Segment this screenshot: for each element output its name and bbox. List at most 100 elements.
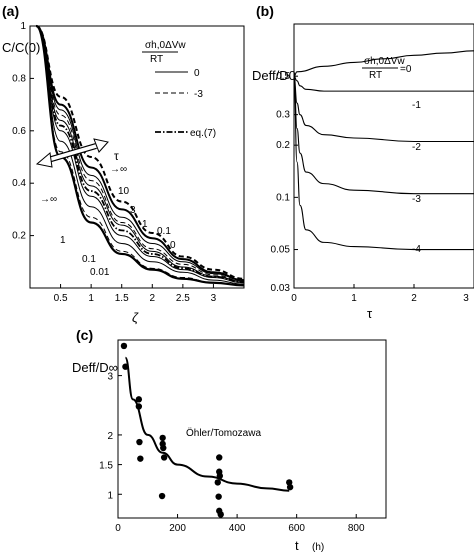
panel-c-x-ticks: 0 200 400 600 800 bbox=[115, 514, 365, 534]
panel-c-xtick-label: 0 bbox=[115, 523, 121, 534]
panel-a-tau-label: τ bbox=[114, 149, 119, 163]
panel-a-xlabel: ζ bbox=[132, 310, 139, 325]
panel-b-label: (b) bbox=[256, 3, 274, 19]
panel-c-fit bbox=[124, 356, 290, 492]
panel-c-data-point bbox=[158, 492, 166, 500]
panel-c-xtick-label: 600 bbox=[288, 523, 305, 534]
panel-c-ytick-label: 1.5 bbox=[99, 461, 113, 472]
panel-a-xtick-label: 1 bbox=[88, 293, 94, 304]
panel-a-legend-label-dashed: -3 bbox=[194, 89, 203, 100]
panel-c-label: (c) bbox=[76, 327, 93, 343]
panel-b-frame bbox=[293, 23, 474, 289]
panel-a-legend-title-num: σh,0ΔVw bbox=[145, 40, 186, 51]
panel-a-legend-label-dashdot: eq.(7) bbox=[190, 128, 216, 139]
panel-c-ylabel: Deff/D∞ bbox=[72, 360, 118, 375]
panel-c-data-point bbox=[217, 511, 224, 518]
panel-c-xtick-label: 800 bbox=[348, 523, 365, 534]
panel-a-xtick-label: 2.5 bbox=[176, 293, 190, 304]
panel-b-chart: Deff/D0 τ 0 1 2 3 0.03 0.05 0.1 0.2 0.3 0.5 σh,0… bbox=[252, 23, 474, 321]
panel-a-label: (a) bbox=[2, 3, 19, 19]
panel-c-data-point bbox=[159, 434, 166, 442]
panel-c-fit-curve bbox=[124, 356, 290, 492]
panel-c-data-point bbox=[214, 479, 221, 486]
panel-b-y-ticks: 0.03 0.05 0.1 0.2 0.3 0.5 bbox=[271, 71, 298, 294]
panel-b-curve bbox=[293, 75, 474, 143]
panel-c-data-point bbox=[136, 438, 143, 446]
panel-a-curve-solid bbox=[35, 25, 245, 285]
panel-c-data-point bbox=[160, 454, 168, 461]
panel-b-legend-title-num: σh,0ΔVw bbox=[364, 56, 405, 67]
panel-a-tau-inf-lower: →∞ bbox=[40, 194, 57, 205]
panel-c-xtick-label: 400 bbox=[229, 523, 246, 534]
panel-a-label-dashed-0.01: 0.01 bbox=[90, 267, 110, 278]
panel-a-curves bbox=[35, 24, 245, 287]
panel-a-ytick-label: 0.2 bbox=[12, 231, 26, 242]
panel-a-label-tau-0.1: 0.1 bbox=[157, 226, 171, 237]
panel-a-curve-solid bbox=[35, 25, 245, 284]
panel-b-curve bbox=[293, 75, 474, 92]
panel-c-data-point bbox=[122, 363, 129, 370]
panel-b-xtick-label: 0 bbox=[291, 293, 297, 304]
panel-b-ytick-label: 0.2 bbox=[276, 140, 290, 151]
panel-c-data-point bbox=[286, 479, 293, 486]
panel-c-frame bbox=[117, 339, 387, 519]
panel-b-ytick-label: 0.1 bbox=[276, 192, 290, 203]
panel-c-data-point bbox=[215, 493, 222, 500]
panel-b-legend: σh,0ΔVw RT =0 bbox=[362, 56, 412, 81]
panel-b-legend-suffix: =0 bbox=[400, 64, 412, 75]
panel-a-curve-solid bbox=[35, 25, 245, 282]
panel-b-label-m1: -1 bbox=[412, 100, 421, 111]
panel-a-arrow-head-right bbox=[93, 138, 109, 153]
panel-a-arrow-head-left bbox=[35, 152, 53, 168]
panel-a-legend: σh,0ΔVw RT 0 -3 eq.(7) bbox=[142, 40, 216, 139]
panel-a-chart: C/C(0) ζ 0.5 1 1.5 2 2.5 3 0.2 0.4 0.6 0.8 1 σh,0… bbox=[2, 21, 245, 325]
panel-c-chart: Deff/D∞ t (h) Öhler/Tomozawa 0 200 400 600 8… bbox=[72, 339, 387, 552]
panel-a-y-ticks: 0.2 0.4 0.6 0.8 1 bbox=[12, 21, 34, 242]
panel-a-ytick-label: 0.8 bbox=[12, 73, 26, 84]
panel-c-data-point bbox=[137, 455, 144, 462]
panel-a-xtick-label: 3 bbox=[211, 293, 217, 304]
panel-b-ytick-label: 0.5 bbox=[276, 71, 290, 82]
panel-b-curve bbox=[293, 75, 474, 251]
panel-a-curve-solid bbox=[35, 25, 245, 281]
panel-a-legend-label-solid: 0 bbox=[194, 68, 200, 79]
panel-c-data-point bbox=[216, 472, 224, 480]
panel-b-curve bbox=[293, 50, 474, 77]
panel-a-ytick-label: 0.6 bbox=[12, 126, 26, 137]
panel-c-xtick-label: 200 bbox=[169, 523, 186, 534]
panel-a-label-tau-1: 1 bbox=[142, 219, 148, 230]
panel-a-curve-dashed bbox=[35, 25, 245, 286]
panel-c-y-ticks: 1 1.5 2 3 bbox=[99, 372, 122, 501]
panel-c-data-point bbox=[286, 483, 294, 491]
panel-b-label-m4: -4 bbox=[412, 244, 421, 255]
panel-b-legend-title-den: RT bbox=[369, 70, 382, 81]
panel-b-ytick-label: 0.05 bbox=[271, 245, 291, 256]
panel-a-tau-arrow: τ →∞ →∞ bbox=[35, 138, 127, 205]
panel-c-data-point bbox=[135, 396, 143, 403]
panel-c-data-point bbox=[135, 403, 143, 410]
panel-b-label-m3: -3 bbox=[412, 194, 421, 205]
panel-a-curve-dash-dot bbox=[35, 25, 245, 284]
panel-a-label-dashed-1: 1 bbox=[60, 235, 66, 246]
panel-a-tau-inf-upper: →∞ bbox=[110, 164, 127, 175]
panel-a-label-tau-0: 0 bbox=[170, 240, 176, 251]
panel-b-xtick-label: 2 bbox=[411, 293, 417, 304]
panel-b-ylabel: Deff/D0 bbox=[252, 68, 296, 83]
panel-a-ylabel: C/C(0) bbox=[2, 40, 40, 55]
panel-a-xtick-label: 1.5 bbox=[115, 293, 129, 304]
panel-a-x-ticks: 0.5 1 1.5 2 2.5 3 bbox=[54, 284, 217, 304]
panel-a-xtick-label: 0.5 bbox=[54, 293, 68, 304]
panel-c-xlabel: t bbox=[295, 538, 299, 552]
panel-b-curve bbox=[293, 75, 474, 195]
panel-b-ytick-label: 0.3 bbox=[276, 110, 290, 121]
panel-c-data-point bbox=[120, 342, 128, 350]
panel-a-ytick-label: 0.4 bbox=[12, 178, 26, 189]
panel-b-label-m2: -2 bbox=[412, 142, 421, 153]
panel-b-curves bbox=[293, 50, 474, 251]
panel-c-ytick-label: 2 bbox=[107, 431, 113, 442]
panel-a-arrow-shaft-inner bbox=[47, 144, 97, 162]
panel-a-legend-title-den: RT bbox=[150, 54, 163, 65]
panel-b-xlabel: τ bbox=[367, 306, 373, 321]
panel-c-data-point bbox=[216, 454, 223, 461]
